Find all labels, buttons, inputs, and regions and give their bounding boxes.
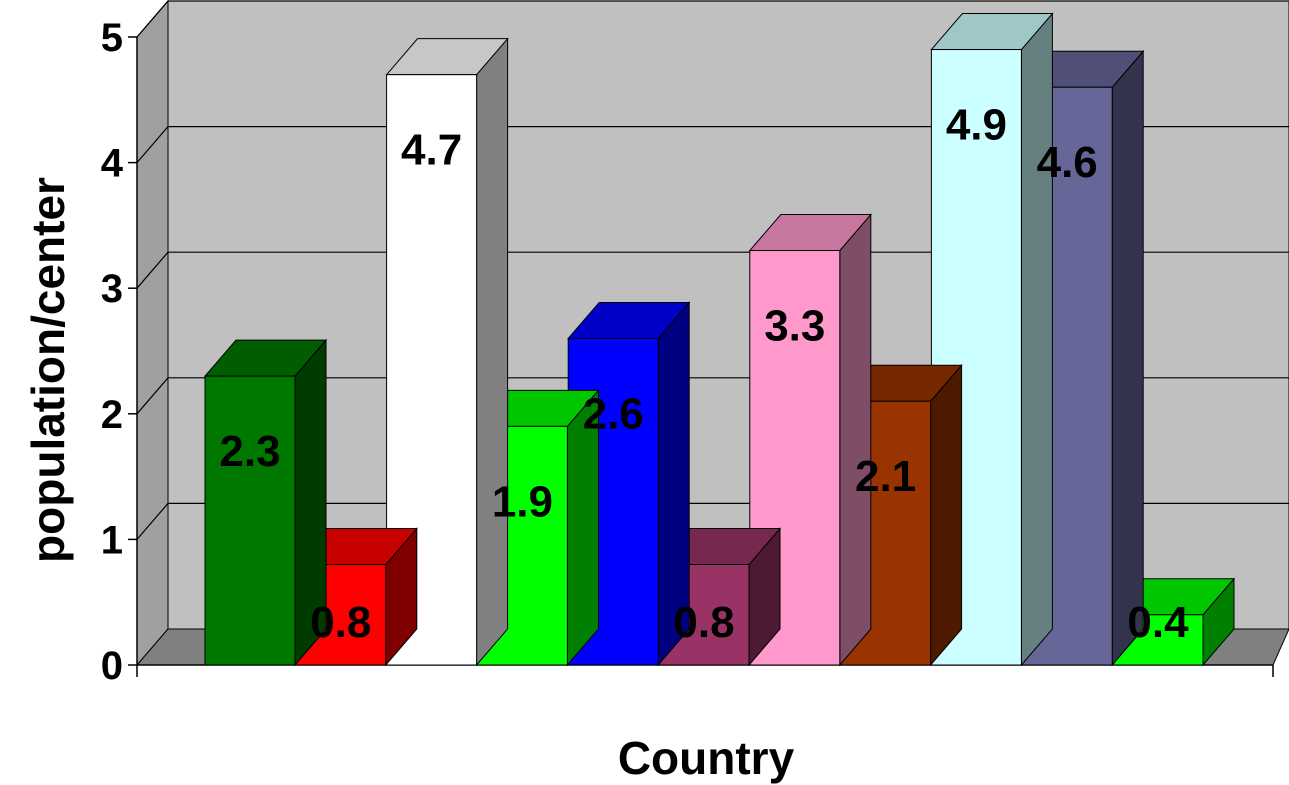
data-label: 3.3 (764, 302, 825, 351)
y-axis-title: population/center (22, 177, 74, 563)
bar (385, 37, 509, 667)
bar-side (476, 37, 509, 667)
data-label: 4.9 (946, 101, 1007, 150)
y-tick-label: 3 (101, 267, 123, 311)
gridline (136, 125, 1289, 163)
y-tick-label: 1 (101, 518, 123, 562)
data-labels: 2.3 0.8 4.7 1.9 2.6 0.8 3.3 2.1 4.9 4.6 0.4 (219, 101, 1189, 647)
y-tick-label: 2 (101, 393, 123, 437)
y-tick-label: 4 (101, 142, 124, 186)
bar-front (204, 375, 296, 666)
data-label: 0.8 (673, 598, 734, 647)
bars (203, 12, 1236, 667)
data-label: 4.6 (1037, 138, 1098, 187)
data-label: 2.1 (855, 452, 916, 501)
x-axis-title: Country (618, 732, 795, 784)
data-label: 2.3 (219, 427, 280, 476)
data-label: 0.4 (1127, 598, 1189, 647)
data-label: 0.8 (310, 598, 371, 647)
data-label: 1.9 (492, 477, 553, 526)
gridline (136, 251, 1289, 289)
bar-side (1020, 12, 1053, 667)
bar (203, 338, 328, 667)
gridline (136, 0, 1289, 38)
y-tick-labels: 0 1 2 3 4 5 (101, 16, 124, 688)
bar-side (839, 213, 872, 667)
bar-side (930, 363, 963, 667)
bar-side (1111, 49, 1144, 667)
y-tick-label: 5 (101, 16, 123, 60)
bar (930, 12, 1054, 667)
y-tick-label: 0 (101, 644, 123, 688)
data-label: 2.6 (583, 389, 644, 438)
data-label: 4.7 (401, 126, 462, 175)
side-wall (136, 0, 169, 667)
